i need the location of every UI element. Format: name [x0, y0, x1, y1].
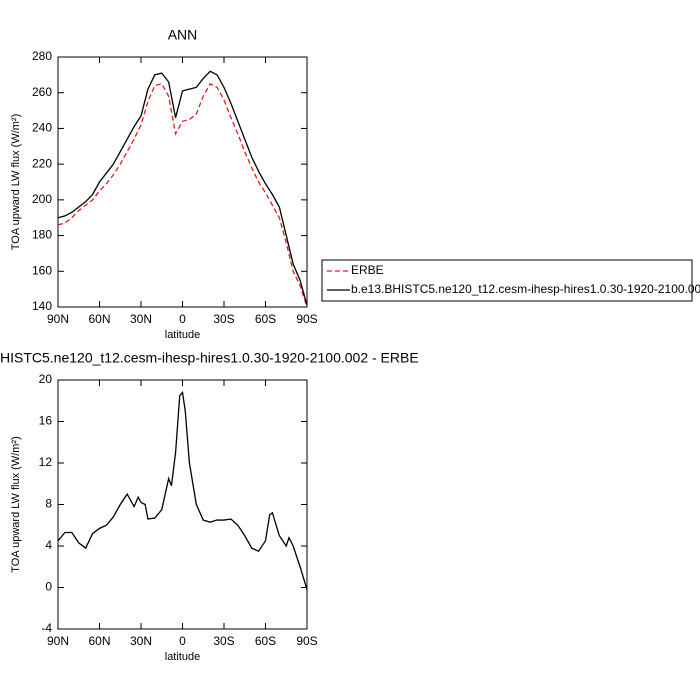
y-tick-label: 160: [32, 263, 52, 277]
legend-label: b.e13.BHISTC5.ne120_t12.cesm-ihesp-hires…: [351, 282, 700, 296]
data-line: [57, 82, 308, 308]
data-line: [57, 70, 308, 306]
y-tick-label: -4: [41, 621, 52, 635]
x-tick-label: 60N: [88, 312, 110, 326]
y-tick-label: 4: [45, 538, 52, 552]
x-tick-label: 60S: [255, 634, 276, 648]
x-tick-label: 60N: [88, 634, 110, 648]
x-tick-label: 60S: [255, 312, 276, 326]
x-tick-label: 30S: [213, 634, 234, 648]
x-tick-label: 30N: [130, 634, 152, 648]
x-tick-label: 0: [179, 634, 186, 648]
x-axis-label: latitude: [165, 329, 200, 341]
y-tick-label: 280: [32, 49, 52, 63]
y-tick-label: 16: [39, 414, 53, 428]
x-axis-label: latitude: [165, 651, 200, 663]
y-axis-label: TOA upward LW flux (W/m²): [10, 436, 22, 573]
y-tick-label: 200: [32, 192, 52, 206]
y-tick-label: 8: [45, 497, 52, 511]
y-tick-label: 220: [32, 156, 52, 170]
x-tick-label: 90N: [47, 634, 69, 648]
plot-frame: [57, 56, 308, 308]
chart-title: HISTC5.ne120_t12.cesm-ihesp-hires1.0.30-…: [0, 350, 419, 366]
y-tick-label: 240: [32, 121, 52, 135]
y-tick-label: 20: [39, 372, 53, 386]
chart-title: ANN: [168, 27, 198, 43]
y-axis-label: TOA upward LW flux (W/m²): [10, 114, 22, 251]
y-tick-label: 180: [32, 228, 52, 242]
x-tick-label: 30S: [213, 312, 234, 326]
x-tick-label: 0: [179, 312, 186, 326]
y-tick-label: 140: [32, 299, 52, 313]
x-tick-label: 90S: [296, 312, 317, 326]
legend-box: [321, 259, 693, 302]
y-tick-label: 260: [32, 85, 52, 99]
legend-label: ERBE: [351, 263, 384, 277]
y-tick-label: 12: [39, 455, 53, 469]
plot-frame: [57, 379, 308, 630]
x-tick-label: 90N: [47, 312, 69, 326]
data-line: [57, 390, 308, 590]
x-tick-label: 90S: [296, 634, 317, 648]
y-tick-label: 0: [45, 580, 52, 594]
x-tick-label: 30N: [130, 312, 152, 326]
